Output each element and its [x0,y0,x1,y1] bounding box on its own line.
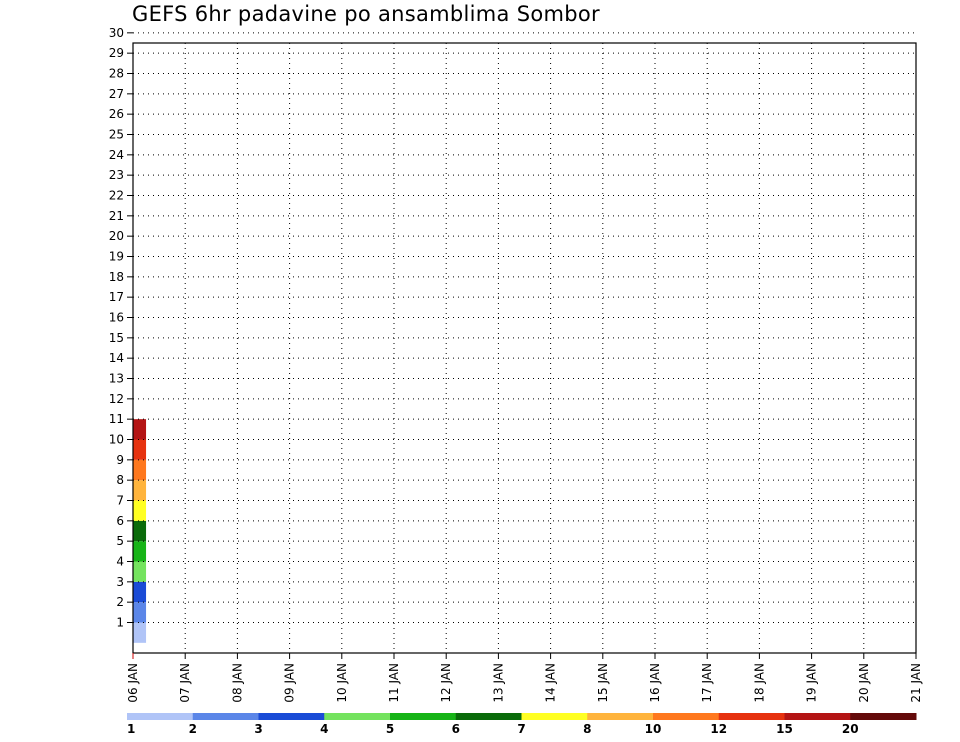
y-tick-label: 25 [109,128,124,142]
x-axis-ticks: 06 JAN 07 JAN 08 JAN 09 JAN 10 JAN 11 JAN 12 J… [126,653,923,703]
legend-label: 5 [386,722,394,736]
x-tick-label: 14 JAN [544,663,558,703]
legend-label: 7 [517,722,525,736]
legend-label: 3 [254,722,262,736]
x-tick-label: 12 JAN [439,663,453,703]
heatmap-cell [133,480,147,501]
heatmap-cell [133,459,147,481]
x-tick-label: 06 JAN [126,663,140,703]
legend-swatch [324,713,391,720]
x-tick-label: 21 JAN [909,663,923,703]
y-tick-label: 29 [109,46,124,60]
legend-label: 2 [189,722,197,736]
y-tick-label: 11 [109,412,124,426]
legend-swatch [653,713,720,720]
x-tick-label: 18 JAN [752,663,766,703]
legend-swatch [521,713,588,720]
y-tick-label: 16 [109,311,124,325]
legend-label: 15 [776,722,793,736]
y-tick-label: 5 [116,534,124,548]
heatmap-cell [133,500,147,521]
legend-swatch [587,713,654,720]
color-legend: 1 2 3 4 5 6 7 8 10 12 15 20 [127,713,917,736]
y-tick-label: 14 [109,351,124,365]
x-tick-label: 07 JAN [178,663,192,703]
y-tick-label: 30 [109,26,124,40]
x-tick-label: 20 JAN [857,663,871,703]
legend-swatch [850,713,917,720]
legend-swatch [192,713,259,720]
plot-frame [132,42,917,654]
y-tick-label: 8 [116,473,124,487]
y-tick-label: 9 [116,453,124,467]
heatmap-cell [133,541,147,562]
legend-label: 6 [452,722,460,736]
legend-swatch [258,713,325,720]
y-tick-label: 24 [109,148,124,162]
grid-lines [133,32,916,653]
y-tick-label: 6 [116,514,124,528]
y-tick-label: 1 [116,616,124,630]
legend-swatch [127,713,194,720]
y-tick-label: 20 [109,229,124,243]
y-tick-label: 10 [109,433,124,447]
heatmap-cells [133,419,147,643]
legend-label: 4 [320,722,328,736]
x-tick-label: 11 JAN [387,663,401,703]
y-tick-label: 23 [109,168,124,182]
legend-swatch [718,713,785,720]
legend-label: 10 [645,722,662,736]
x-tick-label: 09 JAN [283,663,297,703]
chart-title: GEFS 6hr padavine po ansamblima Sombor [132,2,600,26]
x-tick-label: 10 JAN [335,663,349,703]
heatmap-cell [133,602,147,623]
y-tick-label: 17 [109,290,124,304]
legend-label: 12 [710,722,727,736]
heatmap-cell [133,520,147,542]
y-tick-label: 22 [109,189,124,203]
x-tick-label: 17 JAN [700,663,714,703]
heatmap-cell [133,561,147,582]
legend-swatch [455,713,522,720]
heatmap-cell [133,581,147,603]
y-tick-label: 12 [109,392,124,406]
y-tick-label: 28 [109,67,124,81]
y-tick-label: 21 [109,209,124,223]
y-tick-label: 26 [109,107,124,121]
x-tick-label: 15 JAN [596,663,610,703]
y-tick-label: 4 [116,555,124,569]
legend-swatch [784,713,851,720]
y-tick-label: 2 [116,595,124,609]
heatmap-cell [133,439,147,460]
legend-label: 20 [842,722,859,736]
x-tick-label: 08 JAN [230,663,244,703]
heatmap-cell [133,622,147,643]
y-axis-ticks: 1234567891011121314151617181920212223242… [109,26,133,630]
y-tick-label: 27 [109,87,124,101]
y-tick-label: 13 [109,372,124,386]
legend-label: 1 [127,722,135,736]
legend-swatch [390,713,457,720]
x-tick-label: 16 JAN [648,663,662,703]
y-tick-label: 19 [109,250,124,264]
y-tick-label: 7 [116,494,124,508]
legend-label: 8 [583,722,591,736]
heatmap-cell [133,419,147,440]
y-tick-label: 15 [109,331,124,345]
y-tick-label: 3 [116,575,124,589]
y-tick-label: 18 [109,270,124,284]
x-tick-label: 19 JAN [805,663,819,703]
x-tick-label: 13 JAN [491,663,505,703]
